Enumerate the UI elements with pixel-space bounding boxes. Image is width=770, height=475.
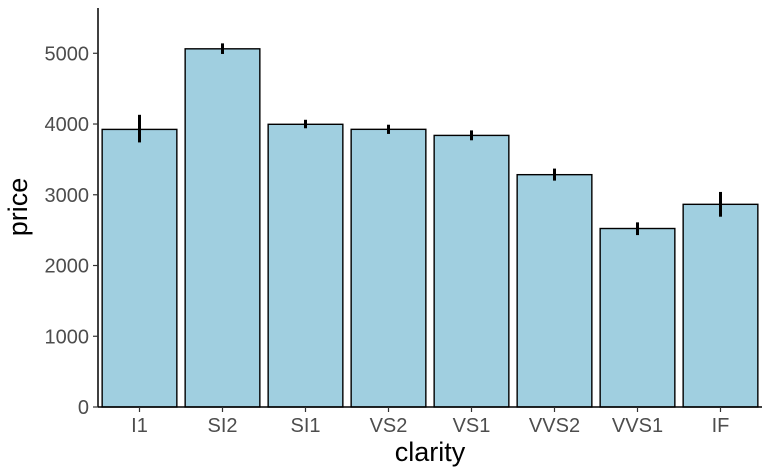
error-bars-group	[138, 43, 722, 236]
y-tick-label: 4000	[45, 114, 90, 136]
bar-vvs1	[599, 227, 676, 408]
bar-si2	[184, 48, 261, 408]
y-tick-label: 0	[78, 397, 89, 419]
x-tick-label: VS2	[370, 415, 408, 437]
x-tick-label: SI2	[207, 415, 237, 437]
bar-si1	[267, 123, 344, 408]
x-tick-label: VVS1	[612, 415, 663, 437]
bar-vvs2	[516, 173, 593, 408]
x-tick-label: I1	[131, 415, 148, 437]
x-tick-label: SI1	[290, 415, 320, 437]
bar-vs2	[350, 128, 427, 408]
bar-if	[682, 203, 759, 408]
y-tick-label: 1000	[45, 326, 90, 348]
y-tick-label: 5000	[45, 43, 90, 65]
bar-i1	[101, 128, 178, 408]
y-tick-label: 2000	[45, 256, 90, 278]
x-tick-label: VS1	[453, 415, 491, 437]
x-axis-title: clarity	[395, 437, 466, 467]
x-axis-ticks: I1 SI2 SI1 VS2 VS1 VVS2 VVS1 IF	[131, 407, 729, 437]
bars-group	[101, 48, 759, 408]
y-tick-label: 3000	[45, 185, 90, 207]
x-tick-label: IF	[712, 415, 730, 437]
bar-vs1	[433, 134, 510, 408]
y-axis-ticks: 0 1000 2000 3000 4000 5000	[45, 43, 98, 419]
x-tick-label: VVS2	[529, 415, 580, 437]
y-axis-title: price	[3, 178, 33, 237]
